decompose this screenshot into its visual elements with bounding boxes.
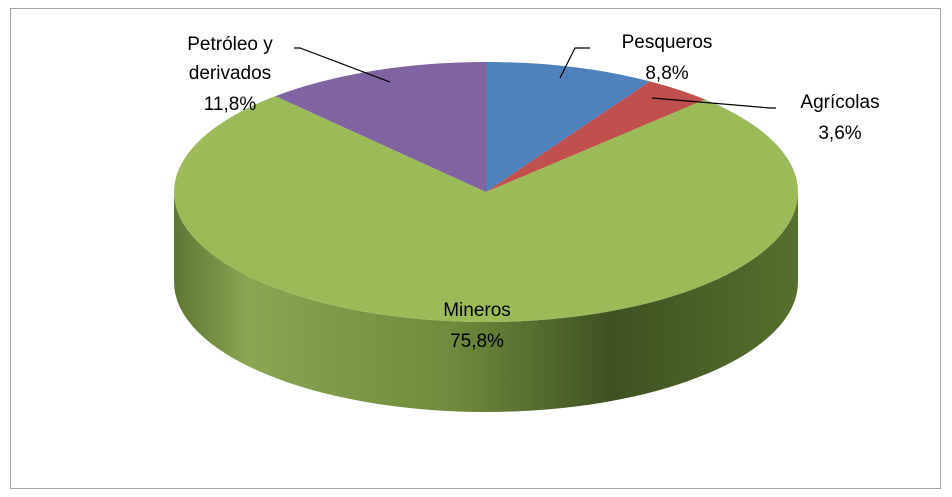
leader-line [559, 47, 590, 79]
slice-label: Mineros [443, 300, 511, 321]
slice-side [174, 192, 798, 412]
value-label: 11,8% [203, 94, 257, 115]
leader-line [651, 97, 776, 109]
leader-lines [294, 47, 776, 109]
slice [174, 96, 799, 323]
leader-line [294, 47, 391, 83]
value-label: 3,6% [818, 123, 862, 144]
value-label: 8,8% [645, 63, 689, 84]
slice [275, 62, 486, 192]
slice [486, 81, 706, 192]
slice-label: Pesqueros [621, 32, 713, 53]
slice [486, 62, 650, 192]
slice-label: Agrícolas [800, 92, 880, 113]
value-label: 75,8% [450, 331, 504, 352]
slice-label: Petróleo y derivados [187, 34, 273, 84]
pie [174, 62, 799, 412]
